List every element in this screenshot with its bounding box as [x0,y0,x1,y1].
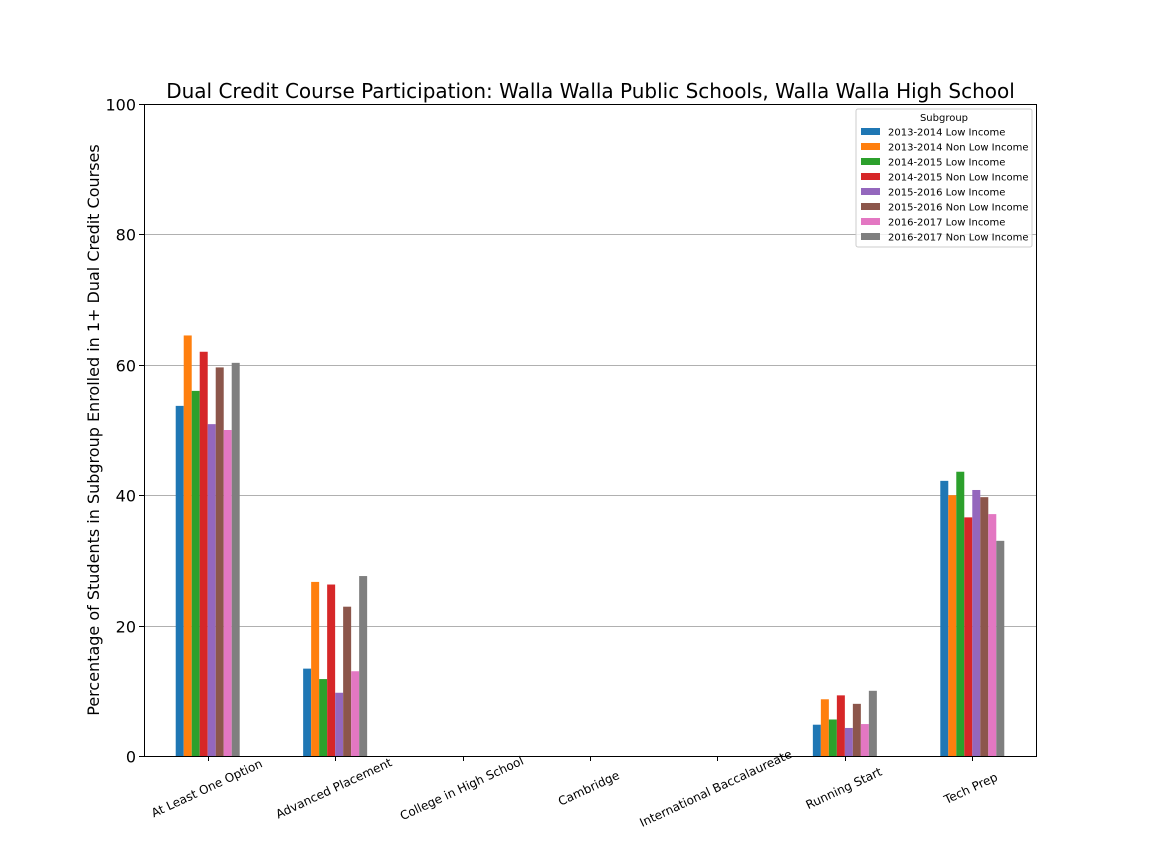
x-axis: At Least One Option Advanced Placement Col… [149,747,1000,830]
legend-swatch [861,173,880,180]
x-tick-label: College in High School [398,754,526,824]
legend-label: 2016-2017 Low Income [888,218,1005,229]
bar [820,699,829,756]
x-tick-label: Advanced Placement [274,755,395,821]
bar [319,679,328,756]
y-tick-label: 100 [105,96,136,115]
bar [183,335,192,756]
bar [836,695,845,756]
bar [231,362,240,756]
bars [175,335,1005,756]
bar [191,390,200,756]
y-axis: 0 20 40 60 80 100 [105,96,144,767]
bar [327,584,336,756]
legend-swatch [861,128,880,135]
legend-title: Subgroup [920,113,968,124]
x-tick-label: International Baccalaureate [637,747,794,830]
legend-swatch [861,158,880,165]
bar [223,430,232,756]
y-tick-label: 60 [116,357,136,376]
legend-swatch [861,203,880,210]
legend-label: 2015-2016 Low Income [888,188,1005,199]
legend-label: 2013-2014 Non Low Income [888,143,1028,154]
bar [964,517,973,756]
bar [972,489,981,756]
legend-label: 2014-2015 Non Low Income [888,173,1028,184]
bar [844,727,853,756]
legend-label: 2014-2015 Low Income [888,158,1005,169]
x-tick-label: Cambridge [556,768,622,809]
bar [303,668,312,756]
bar [852,703,861,756]
bar [359,576,368,756]
y-tick-label: 80 [116,226,136,245]
bar [828,719,837,756]
bar [343,606,352,756]
bar [335,692,344,756]
legend-box [855,108,1033,248]
y-axis-label: Percentage of Students in Subgroup Enrol… [84,144,103,715]
bar [980,497,989,756]
legend-label: 2016-2017 Non Low Income [888,233,1028,244]
x-tick-label: Tech Prep [941,770,1000,807]
x-tick-label: Running Start [804,765,885,813]
bar [311,581,320,756]
bar [860,724,869,756]
bar [199,351,208,756]
y-tick-label: 40 [116,487,136,506]
bar [948,495,957,756]
legend-swatch [861,233,880,240]
x-tick-label: At Least One Option [149,757,264,821]
bar [812,724,821,756]
bar [868,690,877,756]
bar [351,671,360,756]
legend-label: 2015-2016 Non Low Income [888,203,1028,214]
legend-swatch [861,188,880,195]
legend: Subgroup 2013-2014 Low Income 2013-2014 N… [855,108,1033,248]
bar [996,540,1005,756]
chart-title: Dual Credit Course Participation: Walla … [166,79,1015,103]
legend-swatch [861,143,880,150]
bar [215,367,224,756]
legend-swatch [861,218,880,225]
bar [940,480,949,756]
y-tick-label: 0 [126,748,136,767]
y-tick-label: 20 [116,618,136,637]
bar [988,514,997,756]
bar [175,405,184,756]
legend-label: 2013-2014 Low Income [888,128,1005,139]
bar [956,471,965,756]
bar [207,424,216,756]
